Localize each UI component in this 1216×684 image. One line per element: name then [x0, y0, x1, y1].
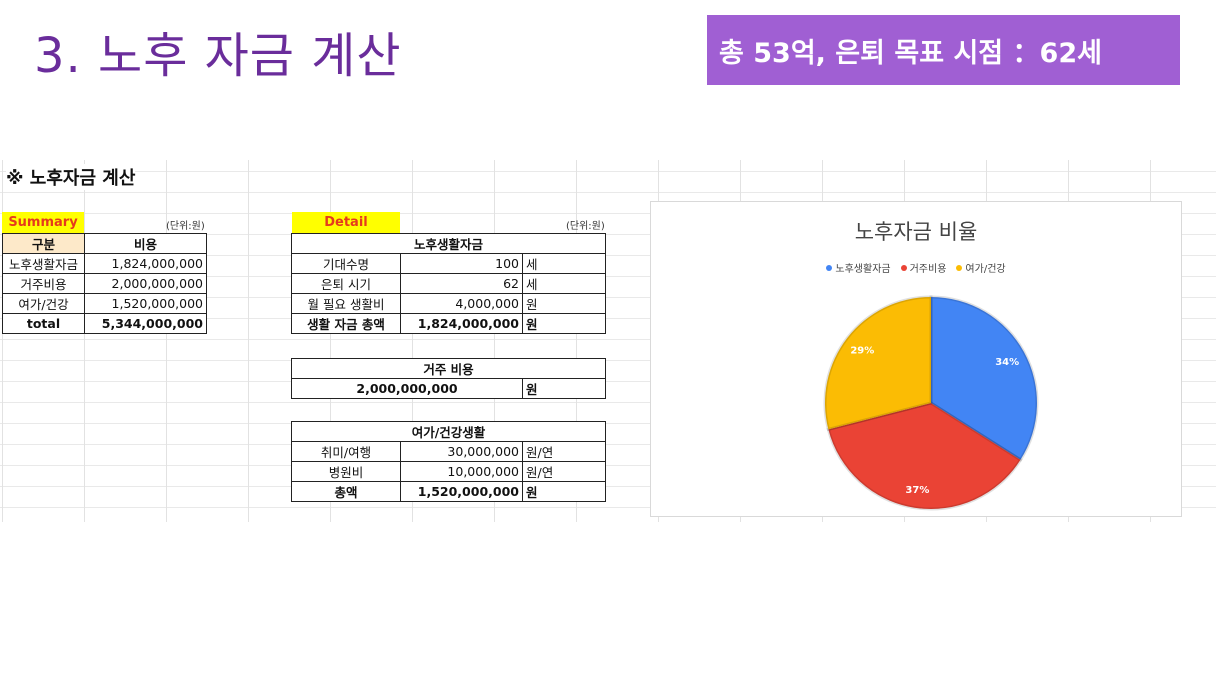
living-row-unit: 세: [521, 273, 607, 294]
table-row: 여가/건강생활: [291, 421, 606, 442]
summary-row-cost: 1,824,000,000: [84, 253, 207, 274]
leisure-row-value: 10,000,000: [400, 461, 523, 482]
chart-legend: 노후생활자금 거주비용 여가/건강: [651, 260, 1181, 275]
slide-title: 3. 노후 자금 계산: [34, 28, 402, 84]
pie-slice-label: 34%: [995, 357, 1019, 368]
legend-swatch: [956, 264, 963, 271]
legend-item: 노후생활자금: [826, 260, 891, 275]
pie-plot: 34% 37% 29%: [823, 295, 1039, 511]
living-row-value: 4,000,000: [400, 293, 523, 314]
leisure-row-label: 취미/여행: [291, 441, 401, 462]
legend-label: 여가/건강: [965, 264, 1006, 275]
living-row-value: 62: [400, 273, 523, 294]
table-row: 구분 비용: [2, 233, 207, 254]
table-row: 노후생활자금: [290, 233, 607, 254]
pie-slice-label: 29%: [850, 346, 874, 357]
summary-banner: 총 53억, 은퇴 목표 시점 ：62세: [707, 15, 1180, 85]
pie-chart: 노후자금 비율 노후생활자금 거주비용 여가/건강 34% 37% 29%: [650, 201, 1182, 517]
table-row: total 5,344,000,000: [2, 313, 207, 334]
summary-label: Summary: [2, 212, 84, 233]
legend-item: 여가/건강: [956, 260, 1006, 275]
legend-swatch: [900, 264, 907, 271]
living-total-label: 생활 자금 총액: [291, 313, 401, 334]
living-row-label: 월 필요 생활비: [291, 293, 401, 314]
pie-slice-label: 37%: [905, 485, 929, 496]
table-row: 병원비 10,000,000 원/연: [291, 461, 606, 482]
leisure-total-label: 총액: [291, 481, 401, 502]
detail-label: Detail: [292, 212, 400, 233]
summary-total-value: 5,344,000,000: [84, 313, 207, 334]
leisure-total-unit: 원: [522, 481, 606, 502]
legend-label: 노후생활자금: [835, 264, 891, 275]
housing-cost-value: 2,000,000,000: [291, 378, 523, 399]
leisure-row-unit: 원/연: [522, 441, 606, 462]
table-row: 노후생활자금 1,824,000,000: [2, 253, 207, 274]
summary-row-cost: 1,520,000,000: [84, 293, 207, 314]
table-row: 취미/여행 30,000,000 원/연: [291, 441, 606, 462]
legend-item: 거주비용: [900, 260, 947, 275]
living-row-unit: 세: [521, 253, 607, 274]
table-row: 생활 자금 총액 1,824,000,000 원: [291, 313, 607, 334]
table-row: 거주 비용: [290, 358, 607, 379]
summary-row-cost: 2,000,000,000: [84, 273, 207, 294]
leisure-cost-title: 여가/건강생활: [291, 421, 606, 442]
table-row: 기대수명 100 세: [291, 253, 607, 274]
housing-cost-title: 거주 비용: [290, 358, 607, 379]
living-total-value: 1,824,000,000: [400, 313, 523, 334]
leisure-cost-table: 여가/건강생활 취미/여행 30,000,000 원/연 병원비 10,000,…: [291, 421, 606, 502]
table-row: 은퇴 시기 62 세: [291, 273, 607, 294]
table-row: 월 필요 생활비 4,000,000 원: [291, 293, 607, 314]
chart-title: 노후자금 비율: [854, 220, 978, 244]
living-cost-table: 노후생활자금 기대수명 100 세 은퇴 시기 62 세 월 필요 생활비 4,…: [290, 233, 607, 334]
legend-label: 거주비용: [909, 264, 947, 275]
leisure-row-value: 30,000,000: [400, 441, 523, 462]
legend-swatch: [826, 264, 833, 271]
table-row: 여가/건강 1,520,000,000: [2, 293, 207, 314]
pie-slice: [929, 295, 1039, 462]
pie-slice: [823, 295, 933, 432]
summary-header-cost: 비용: [84, 233, 207, 254]
leisure-total-value: 1,520,000,000: [400, 481, 523, 502]
sheet-title: ※ 노후자금 계산: [6, 164, 136, 190]
pie-slice: [826, 401, 1023, 511]
summary-row-category: 노후생활자금: [2, 253, 85, 274]
table-row: 2,000,000,000 원: [291, 378, 607, 399]
summary-table: 구분 비용 노후생활자금 1,824,000,000 거주비용 2,000,00…: [2, 233, 207, 334]
detail-unit: (단위:원): [566, 221, 605, 232]
living-row-label: 은퇴 시기: [291, 273, 401, 294]
table-row: 총액 1,520,000,000 원: [291, 481, 606, 502]
living-total-unit: 원: [521, 313, 607, 334]
living-row-value: 100: [400, 253, 523, 274]
table-row: 거주비용 2,000,000,000: [2, 273, 207, 294]
summary-total-label: total: [2, 313, 85, 334]
leisure-row-label: 병원비: [291, 461, 401, 482]
housing-cost-table: 거주 비용 2,000,000,000 원: [290, 358, 607, 399]
living-row-unit: 원: [521, 293, 607, 314]
summary-unit: (단위:원): [166, 221, 205, 232]
leisure-row-unit: 원/연: [522, 461, 606, 482]
living-cost-title: 노후생활자금: [290, 233, 607, 254]
housing-cost-unit: 원: [521, 378, 607, 399]
summary-row-category: 여가/건강: [2, 293, 85, 314]
summary-header-category: 구분: [2, 233, 85, 254]
living-row-label: 기대수명: [291, 253, 401, 274]
summary-row-category: 거주비용: [2, 273, 85, 294]
